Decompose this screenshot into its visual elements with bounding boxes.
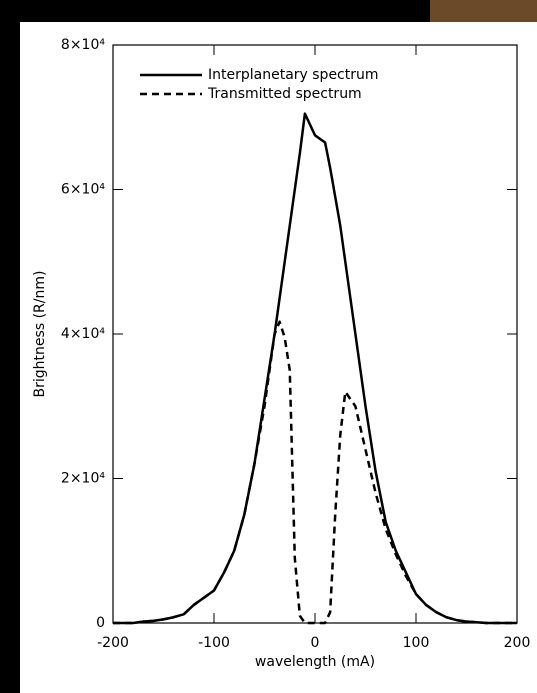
y-tick-label: 8×10⁴ xyxy=(61,37,105,53)
legend-label: Transmitted spectrum xyxy=(207,86,362,102)
y-axis-label: Brightness (R/nm) xyxy=(32,271,48,398)
corner-background xyxy=(430,0,537,22)
x-tick-label: 200 xyxy=(504,635,531,651)
x-tick-label: -200 xyxy=(97,635,129,651)
y-tick-label: 2×10⁴ xyxy=(61,471,105,487)
y-tick-label: 6×10⁴ xyxy=(61,182,105,198)
x-tick-label: 100 xyxy=(403,635,430,651)
x-tick-label: -100 xyxy=(198,635,230,651)
y-tick-label: 0 xyxy=(96,615,105,631)
y-tick-label: 4×10⁴ xyxy=(61,326,105,342)
series-line xyxy=(113,320,517,625)
page-background xyxy=(20,22,537,693)
x-tick-label: 0 xyxy=(311,635,320,651)
x-axis-label: wavelength (mA) xyxy=(255,654,375,670)
legend-label: Interplanetary spectrum xyxy=(208,67,379,83)
